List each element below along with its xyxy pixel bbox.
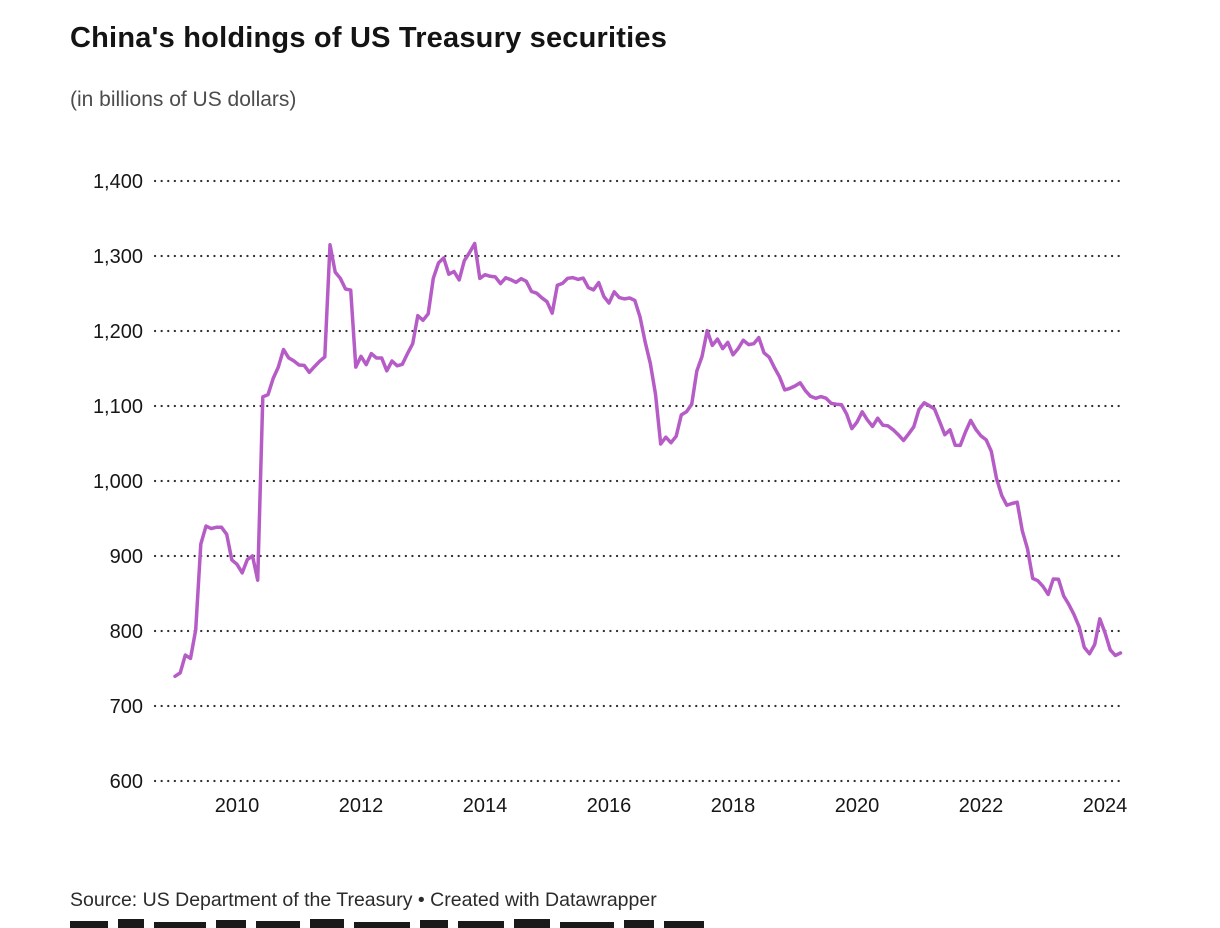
x-axis-tick-label: 2016 bbox=[587, 795, 632, 817]
y-axis-tick-label: 1,100 bbox=[93, 396, 143, 418]
x-axis-tick-label: 2024 bbox=[1083, 795, 1128, 817]
datawrapper-credit-link[interactable]: Created with Datawrapper bbox=[430, 889, 657, 911]
x-axis-tick-label: 2022 bbox=[959, 795, 1004, 817]
line-chart-canvas: 1,400 1,300 1,200 1,100 1,000 900 800 700 600 201… bbox=[93, 171, 1128, 817]
chart-title: China's holdings of US Treasury securiti… bbox=[70, 22, 668, 54]
y-axis-tick-label: 700 bbox=[110, 696, 143, 718]
cropped-bottom-content bbox=[70, 919, 704, 928]
x-axis-tick-label: 2018 bbox=[711, 795, 756, 817]
y-axis-tick-label: 1,000 bbox=[93, 471, 143, 493]
x-axis-tick-label: 2014 bbox=[463, 795, 508, 817]
y-axis-tick-label: 1,400 bbox=[93, 171, 143, 193]
chart-subtitle: (in billions of US dollars) bbox=[70, 88, 297, 111]
x-axis-tick-label: 2012 bbox=[339, 795, 384, 817]
source-text: Source: US Department of the Treasury bbox=[70, 889, 413, 911]
y-axis-tick-label: 1,200 bbox=[93, 321, 143, 343]
footer-separator: • bbox=[412, 889, 431, 911]
y-axis-tick-label: 800 bbox=[110, 621, 143, 643]
x-axis-tick-label: 2010 bbox=[215, 795, 260, 817]
y-axis-tick-label: 600 bbox=[110, 771, 143, 793]
footer: Source: US Department of the Treasury • … bbox=[70, 889, 657, 912]
x-axis-tick-label: 2020 bbox=[835, 795, 880, 817]
y-axis-tick-label: 1,300 bbox=[93, 246, 143, 268]
y-axis-tick-label: 900 bbox=[110, 546, 143, 568]
holdings-line-series bbox=[173, 241, 1123, 679]
